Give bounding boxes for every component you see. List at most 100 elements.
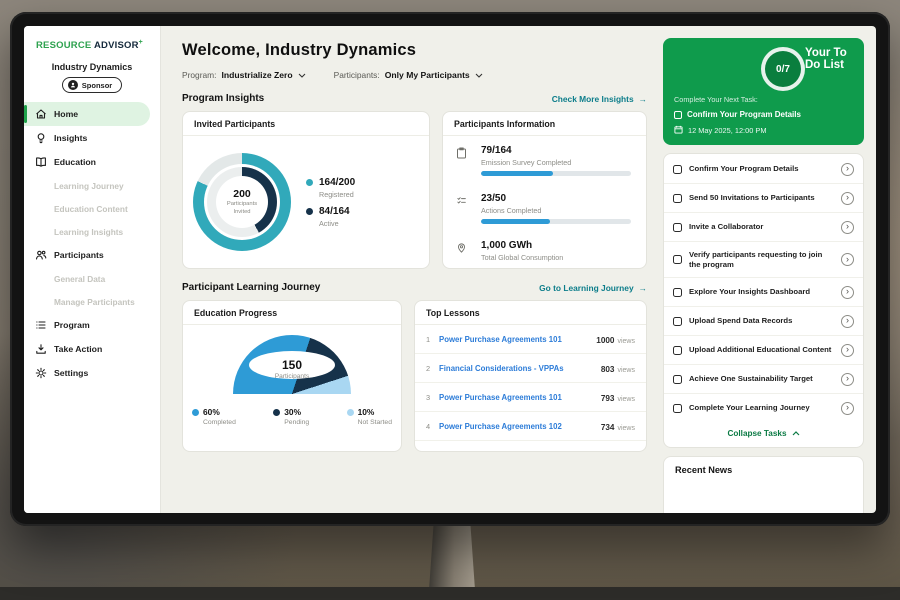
invited-donut-chart: 200 Participants Invited xyxy=(193,153,291,251)
checkbox-icon[interactable] xyxy=(673,194,682,203)
sidebar-item-program[interactable]: Program xyxy=(24,313,160,337)
checkbox-icon[interactable] xyxy=(673,375,682,384)
lesson-link[interactable]: Power Purchase Agreements 101 xyxy=(439,393,601,402)
go-to-learning-journey-link[interactable]: Go to Learning Journey → xyxy=(539,283,647,293)
chevron-right-icon[interactable]: › xyxy=(841,163,854,176)
task-row-confirm-program[interactable]: Confirm Your Program Details › xyxy=(664,155,863,184)
program-insights-header: Program Insights Check More Insights → xyxy=(182,93,647,104)
sidebar-item-label: Learning Journey xyxy=(54,181,124,191)
participants-filter[interactable]: Participants: Only My Participants xyxy=(334,70,483,80)
todo-panel: Your To Do List 0/7 Complete Your Next T… xyxy=(660,26,876,513)
sidebar-item-learning-journey[interactable]: Learning Journey xyxy=(24,174,160,197)
lesson-link[interactable]: Power Purchase Agreements 102 xyxy=(439,422,601,431)
lesson-row: 4 Power Purchase Agreements 102 734views xyxy=(415,412,646,441)
sidebar: RESOURCE ADVISOR+ Industry Dynamics Spon… xyxy=(24,26,161,513)
registered-dot xyxy=(306,179,313,186)
sidebar-item-label: Insights xyxy=(54,133,87,143)
program-filter[interactable]: Program: Industrialize Zero xyxy=(182,70,306,80)
app-screen: RESOURCE ADVISOR+ Industry Dynamics Spon… xyxy=(24,26,876,513)
sidebar-item-education[interactable]: Education xyxy=(24,150,160,174)
checkbox-icon[interactable] xyxy=(674,111,682,119)
task-row-send-invitations[interactable]: Send 50 Invitations to Participants › xyxy=(664,184,863,213)
top-lessons-title: Top Lessons xyxy=(415,301,646,325)
task-row-explore-insights[interactable]: Explore Your Insights Dashboard › xyxy=(664,278,863,307)
task-row-upload-educational-content[interactable]: Upload Additional Educational Content › xyxy=(664,336,863,365)
stat-actions-completed: 23/50 Actions Completed xyxy=(456,193,633,224)
sponsor-badge[interactable]: Sponsor xyxy=(62,77,122,93)
logo-plus: + xyxy=(139,39,143,46)
invited-participants-card: Invited Participants 200 Participants In… xyxy=(182,111,430,269)
not-started-dot xyxy=(347,409,354,416)
download-icon xyxy=(34,343,47,356)
monitor-bezel: RESOURCE ADVISOR+ Industry Dynamics Spon… xyxy=(10,12,890,526)
sidebar-item-take-action[interactable]: Take Action xyxy=(24,337,160,361)
program-filter-value: Industrialize Zero xyxy=(221,70,292,80)
arrow-right-icon: → xyxy=(639,94,647,104)
task-row-achieve-target[interactable]: Achieve One Sustainability Target › xyxy=(664,365,863,394)
sidebar-item-general-data[interactable]: General Data xyxy=(24,267,160,290)
todo-subtitle: Complete Your Next Task: xyxy=(674,95,805,104)
clipboard-icon xyxy=(456,146,474,164)
people-icon xyxy=(34,249,47,262)
checkbox-icon[interactable] xyxy=(673,255,682,264)
education-progress-card: Education Progress 150 Participants 60% xyxy=(182,300,402,452)
lesson-row: 3 Power Purchase Agreements 101 793views xyxy=(415,383,646,412)
active-dot xyxy=(306,208,313,215)
checkbox-icon[interactable] xyxy=(673,288,682,297)
sidebar-item-label: Participants xyxy=(54,250,104,260)
todo-due-date: 12 May 2025, 12:00 PM xyxy=(674,125,805,136)
org-name: Industry Dynamics xyxy=(24,62,160,72)
book-icon xyxy=(34,156,47,169)
chevron-right-icon[interactable]: › xyxy=(841,192,854,205)
legend-registered: 164/200 Registered xyxy=(306,177,355,199)
lesson-link[interactable]: Power Purchase Agreements 103 xyxy=(439,451,601,453)
sidebar-item-label: Home xyxy=(54,109,78,119)
chevron-right-icon[interactable]: › xyxy=(841,253,854,266)
sidebar-item-insights[interactable]: Insights xyxy=(24,126,160,150)
check-more-insights-link[interactable]: Check More Insights → xyxy=(552,94,647,104)
collapse-tasks-button[interactable]: Collapse Tasks xyxy=(664,422,863,446)
chevron-down-icon xyxy=(475,70,483,80)
task-row-verify-participants[interactable]: Verify participants requesting to join t… xyxy=(664,242,863,278)
lesson-row: 1 Power Purchase Agreements 101 1000view… xyxy=(415,325,646,354)
checkbox-icon[interactable] xyxy=(673,223,682,232)
chevron-right-icon[interactable]: › xyxy=(841,402,854,415)
todo-next-task[interactable]: Confirm Your Program Details xyxy=(674,110,805,119)
checkbox-icon[interactable] xyxy=(673,346,682,355)
todo-task-list: Confirm Your Program Details › Send 50 I… xyxy=(663,153,864,448)
sidebar-item-label: Learning Insights xyxy=(54,227,123,237)
lesson-link[interactable]: Power Purchase Agreements 101 xyxy=(439,335,596,344)
chevron-right-icon[interactable]: › xyxy=(841,373,854,386)
checkbox-icon[interactable] xyxy=(673,404,682,413)
recent-news-title: Recent News xyxy=(675,465,852,475)
arrow-right-icon: → xyxy=(639,283,647,293)
sidebar-item-home[interactable]: Home xyxy=(24,102,150,126)
checkbox-icon[interactable] xyxy=(673,317,682,326)
legend-not-started: 10% Not Started xyxy=(347,407,392,426)
invited-participants-title: Invited Participants xyxy=(183,112,429,136)
legend-completed: 60% Completed xyxy=(192,407,236,426)
sidebar-item-participants[interactable]: Participants xyxy=(24,243,160,267)
lesson-link[interactable]: Financial Considerations - VPPAs xyxy=(439,364,601,373)
lesson-row: 2 Financial Considerations - VPPAs 803vi… xyxy=(415,354,646,383)
gear-icon xyxy=(34,367,47,380)
chevron-right-icon[interactable]: › xyxy=(841,344,854,357)
page-title: Welcome, Industry Dynamics xyxy=(182,41,647,60)
chevron-down-icon xyxy=(298,70,306,80)
completed-dot xyxy=(192,409,199,416)
sidebar-item-manage-participants[interactable]: Manage Participants xyxy=(24,290,160,313)
checkbox-icon[interactable] xyxy=(673,165,682,174)
map-pin-icon xyxy=(456,241,474,259)
participants-filter-value: Only My Participants xyxy=(385,70,470,80)
sidebar-item-learning-insights[interactable]: Learning Insights xyxy=(24,220,160,243)
task-row-invite-collaborator[interactable]: Invite a Collaborator › xyxy=(664,213,863,242)
chevron-right-icon[interactable]: › xyxy=(841,286,854,299)
sidebar-item-settings[interactable]: Settings xyxy=(24,361,160,385)
sidebar-item-label: Education xyxy=(54,157,96,167)
task-row-upload-spend-data[interactable]: Upload Spend Data Records › xyxy=(664,307,863,336)
lesson-row: 5 Power Purchase Agreements 103 600views xyxy=(415,441,646,452)
task-row-complete-learning-journey[interactable]: Complete Your Learning Journey › xyxy=(664,394,863,422)
chevron-right-icon[interactable]: › xyxy=(841,315,854,328)
sidebar-item-education-content[interactable]: Education Content xyxy=(24,197,160,220)
chevron-right-icon[interactable]: › xyxy=(841,221,854,234)
